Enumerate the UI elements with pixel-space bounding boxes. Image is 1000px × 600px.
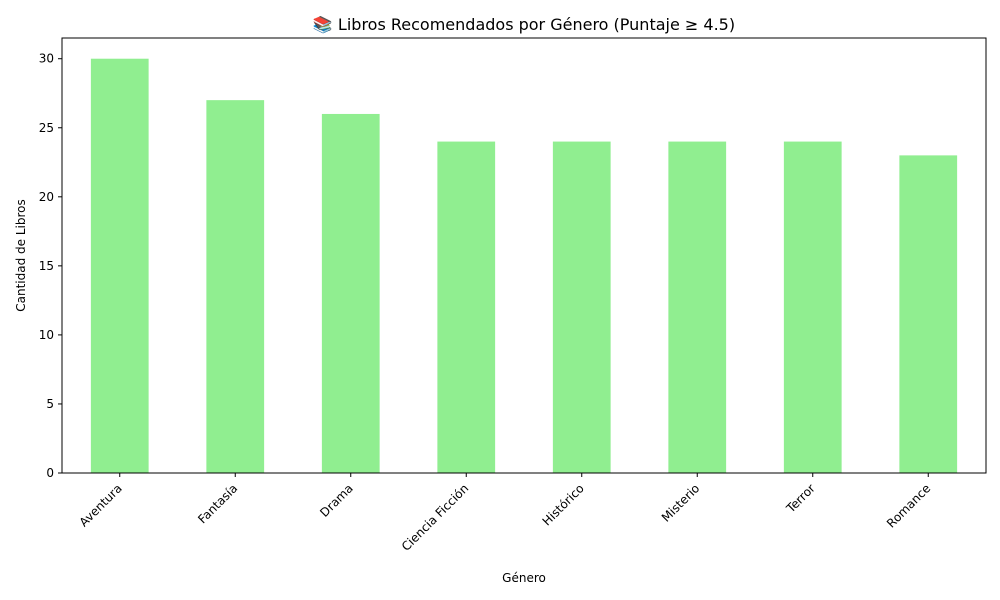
bar-6: [783, 141, 842, 474]
bar-1: [206, 100, 265, 474]
y-ticks-group: 0 5 10 15 20 25 30: [39, 52, 62, 480]
x-tick-label-3: Ciencia Ficción: [399, 481, 472, 554]
bar-5: [668, 141, 727, 474]
bar-3: [437, 141, 496, 474]
x-tick-label-0: Aventura: [77, 481, 125, 529]
y-tick-label-3: 15: [39, 259, 54, 273]
x-ticks-group: Aventura Fantasía Drama Ciencia Ficción Hist…: [77, 473, 933, 554]
bar-2: [321, 113, 380, 473]
bar-0: [90, 58, 149, 473]
x-tick-label-6: Terror: [783, 481, 818, 516]
bar-7: [899, 155, 958, 473]
x-tick-label-5: Misterio: [659, 481, 703, 525]
x-tick-label-1: Fantasía: [195, 481, 240, 526]
x-tick-label-4: Histórico: [540, 481, 587, 528]
x-axis-label: Género: [502, 571, 546, 585]
chart-title: 📚 Libros Recomendados por Género (Puntaj…: [313, 15, 735, 34]
y-tick-label-6: 30: [39, 52, 54, 66]
y-tick-label-2: 10: [39, 328, 54, 342]
y-tick-label-0: 0: [46, 466, 54, 480]
plot-frame: [61, 37, 987, 474]
y-tick-label-5: 25: [39, 121, 54, 135]
y-tick-label-1: 5: [46, 397, 54, 411]
y-axis-label: Cantidad de Libros: [14, 199, 28, 312]
y-tick-label-4: 20: [39, 190, 54, 204]
x-tick-label-2: Drama: [317, 481, 356, 520]
bar-4: [552, 141, 611, 474]
bars-group: [90, 58, 958, 474]
x-tick-label-7: Romance: [884, 481, 933, 530]
